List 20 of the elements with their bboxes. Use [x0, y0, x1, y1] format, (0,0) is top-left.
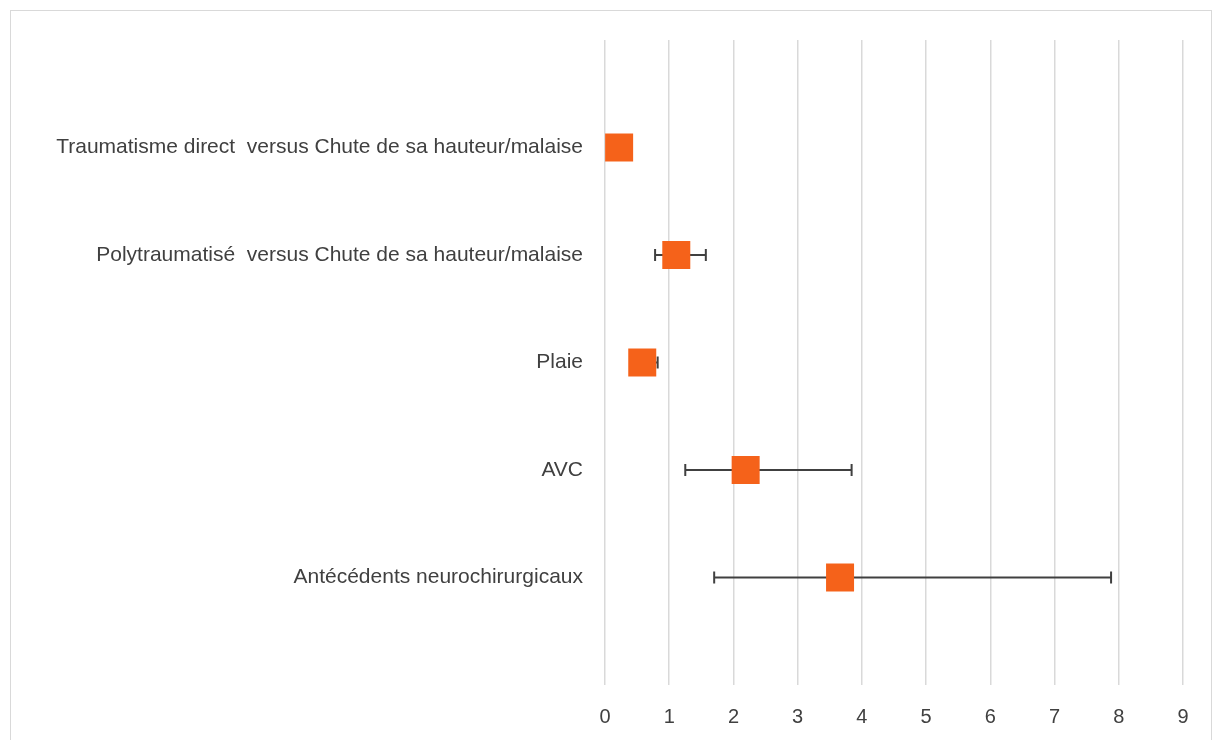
y-tick-label: Antécédents neurochirurgicaux	[293, 564, 584, 588]
x-tick-label: 6	[984, 704, 996, 727]
x-tick-label: 8	[1113, 704, 1125, 727]
y-tick-label: Polytraumatisé versus Chute de sa hauteur/malaise	[96, 241, 583, 265]
x-tick-label: 3	[792, 704, 804, 727]
x-tick-label: 5	[920, 704, 932, 727]
x-tick-label: 1	[663, 704, 675, 727]
point	[628, 348, 657, 377]
point	[731, 456, 760, 484]
x-tick-label: 9	[1177, 704, 1189, 727]
x-tick-label: 2	[727, 704, 740, 727]
point	[605, 133, 634, 162]
y-tick-label: Plaie	[536, 349, 583, 373]
x-tick-label: 7	[1048, 704, 1061, 727]
point	[662, 241, 691, 269]
x-tick-label: 4	[856, 704, 868, 727]
y-tick-label: AVC	[541, 456, 583, 480]
x-tick-label: 0	[599, 704, 611, 727]
point	[826, 563, 855, 592]
y-tick-label: Traumatisme direct versus Chute de sa hauteur/malaise	[56, 134, 583, 158]
